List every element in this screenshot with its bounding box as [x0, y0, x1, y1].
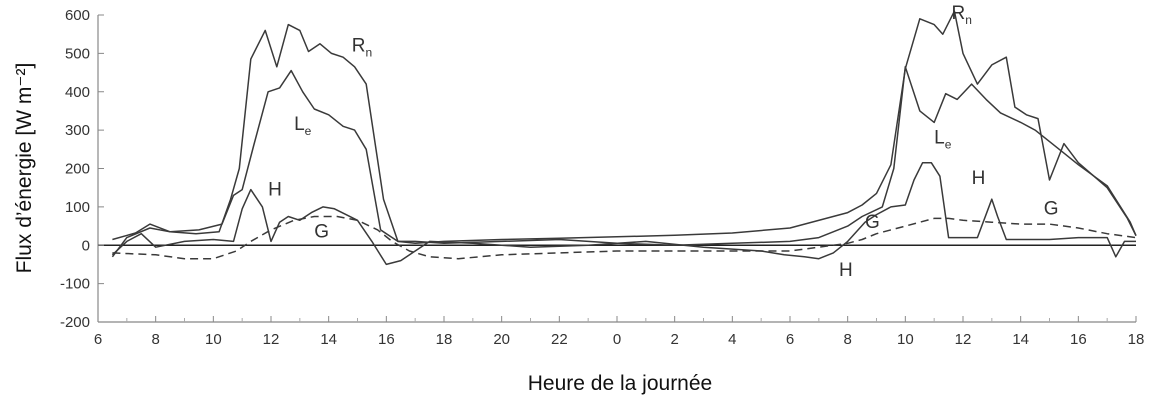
- y-tick-label: 200: [65, 161, 90, 178]
- y-axis-title: Flux d’énergie [W m⁻²]: [13, 63, 36, 274]
- x-tick-label: 22: [551, 331, 568, 348]
- x-tick-label: 16: [378, 331, 395, 348]
- series-label-h: H: [972, 168, 986, 189]
- x-tick-label: 14: [320, 331, 337, 348]
- x-tick-label: 18: [436, 331, 453, 348]
- series-line-le: [111, 66, 1137, 258]
- series-label-h: H: [268, 179, 282, 200]
- series-line-rn: [112, 10, 1137, 245]
- x-tick-label: 8: [151, 331, 159, 348]
- y-tick-label: 300: [65, 122, 90, 139]
- x-tick-label: 16: [1070, 331, 1087, 348]
- x-tick-label: 10: [205, 331, 222, 348]
- y-tick-label: 400: [65, 84, 90, 101]
- series-label-rn: Rn: [352, 35, 372, 59]
- y-tick-label: 100: [65, 199, 90, 216]
- x-tick-label: 20: [493, 331, 510, 348]
- series-line-g: [112, 215, 1137, 260]
- x-tick-label: 6: [94, 331, 102, 348]
- series-label-g: G: [314, 222, 329, 243]
- x-tick-label: 12: [955, 331, 972, 348]
- series-label-g: G: [865, 212, 880, 233]
- y-tick-label: 0: [82, 237, 90, 254]
- y-tick-label: -200: [60, 314, 90, 331]
- x-tick-label: 4: [728, 331, 736, 348]
- y-tick-label: 500: [65, 45, 90, 62]
- series-labels: Rn Rn Le Le H H H G G G: [268, 3, 1058, 281]
- x-tick-label: 8: [843, 331, 851, 348]
- y-tick-label: -100: [60, 276, 90, 293]
- x-tick-label: 12: [263, 331, 280, 348]
- x-tick-label: 6: [786, 331, 794, 348]
- series-label-le: Le: [934, 128, 952, 152]
- x-tick-label: 10: [897, 331, 914, 348]
- series-layer: [111, 10, 1137, 266]
- series-line-h: [111, 161, 1136, 266]
- series-label-g: G: [1044, 199, 1059, 220]
- series-label-le: Le: [294, 114, 312, 138]
- x-tick-label: 14: [1012, 331, 1029, 348]
- series-label-rn: Rn: [951, 3, 971, 27]
- series-label-h: H: [839, 260, 853, 281]
- y-tick-label: 600: [65, 7, 90, 24]
- x-tick-label: 18: [1128, 331, 1145, 348]
- x-tick-label: 0: [613, 331, 621, 348]
- x-tick-label: 2: [670, 331, 678, 348]
- x-axis-title: Heure de la journée: [528, 372, 712, 395]
